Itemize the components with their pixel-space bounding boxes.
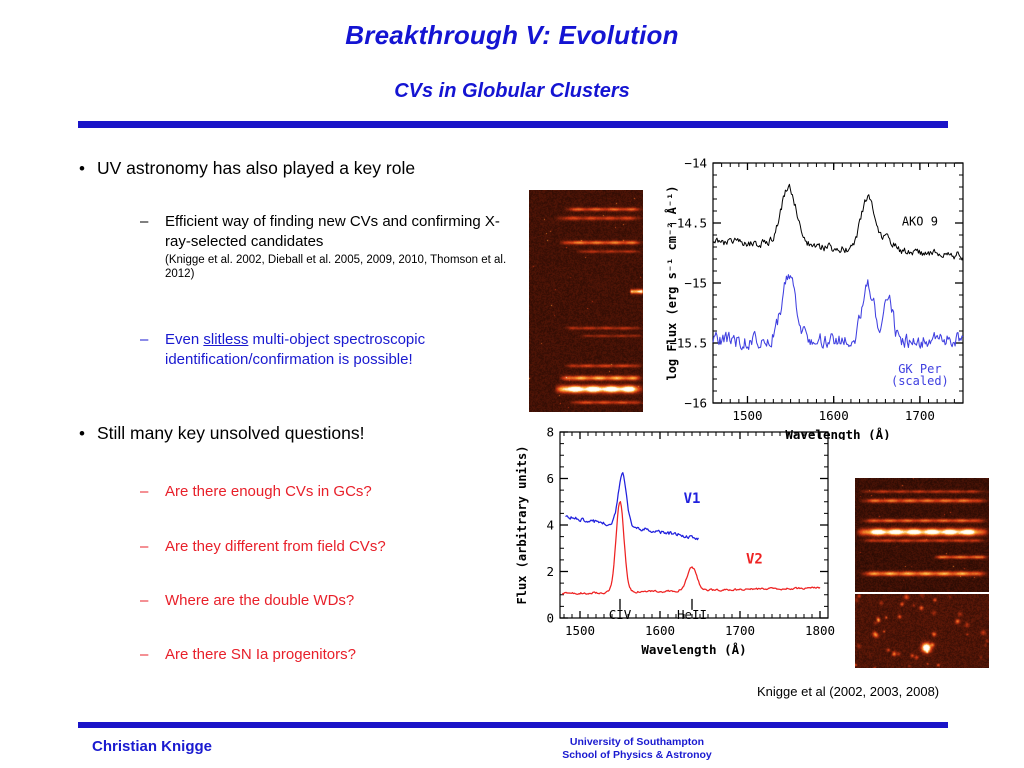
dash-marker: – xyxy=(140,538,149,555)
svg-text:Wavelength (Å): Wavelength (Å) xyxy=(785,427,890,440)
svg-text:2: 2 xyxy=(546,564,554,579)
dash-marker: – xyxy=(140,213,149,230)
question-item-2: – Are they different from field CVs? xyxy=(140,537,525,557)
svg-text:V1: V1 xyxy=(684,491,701,507)
svg-text:−14.5: −14.5 xyxy=(669,216,707,231)
bullet-unsolved-questions: • Still many key unsolved questions! xyxy=(79,423,527,445)
slitless-spectral-image-left xyxy=(529,190,643,412)
question-item-4: – Are there SN Ia progenitors? xyxy=(140,645,525,665)
svg-text:1700: 1700 xyxy=(905,408,935,423)
footer-divider xyxy=(78,722,948,728)
chart-v1-v2: 1500 1600 1700 1800 0 2 4 6 8 CIV HeII V1 V2 Waveleng… xyxy=(512,422,842,672)
bullet-marker: • xyxy=(79,424,85,443)
svg-text:AKO 9: AKO 9 xyxy=(902,214,938,228)
svg-text:Flux (arbitrary units): Flux (arbitrary units) xyxy=(515,446,529,605)
question-item-3-label: Where are the double WDs? xyxy=(165,592,355,609)
svg-text:6: 6 xyxy=(546,471,554,486)
chart-ako9-gkper: 1500 1600 1700 −14 −14.5 −15 −15.5 −16 AKO 9 GK P… xyxy=(660,148,980,440)
dash-marker: – xyxy=(140,331,149,348)
question-item-3: – Where are the double WDs? xyxy=(140,591,525,611)
question-item-4-label: Are there SN Ia progenitors? xyxy=(165,646,356,663)
svg-text:V2: V2 xyxy=(746,551,763,567)
subbullet-efficient-way: – Efficient way of finding new CVs and c… xyxy=(140,212,515,282)
svg-text:8: 8 xyxy=(546,425,554,440)
subbullet-efficient-way-label: Efficient way of finding new CVs and con… xyxy=(165,213,500,250)
question-item-1: – Are there enough CVs in GCs? xyxy=(140,482,525,502)
dash-marker: – xyxy=(140,646,149,663)
svg-text:1700: 1700 xyxy=(725,623,755,638)
dash-marker: – xyxy=(140,483,149,500)
svg-text:−16: −16 xyxy=(684,396,707,411)
dash-marker: – xyxy=(140,592,149,609)
svg-text:GK Per: GK Per xyxy=(898,362,941,376)
figure-credit: Knigge et al (2002, 2003, 2008) xyxy=(757,684,940,699)
subbullet-slitless-keyword: slitless xyxy=(203,331,249,348)
author-name: Christian Knigge xyxy=(92,738,213,755)
svg-text:CIV: CIV xyxy=(609,607,632,622)
svg-text:log Flux (erg s⁻¹ cm⁻² Å⁻¹): log Flux (erg s⁻¹ cm⁻² Å⁻¹) xyxy=(664,185,679,380)
direct-image-point-source xyxy=(855,594,989,668)
svg-text:−14: −14 xyxy=(684,156,707,171)
affiliation: University of Southampton School of Phys… xyxy=(0,736,1024,762)
svg-text:1800: 1800 xyxy=(805,623,835,638)
subbullet-slitless-post: multi-object spectroscopic identificatio… xyxy=(165,331,426,368)
bullet-uv-astronomy: • UV astronomy has also played a key rol… xyxy=(79,158,527,180)
svg-text:0: 0 xyxy=(546,611,554,626)
svg-text:(scaled): (scaled) xyxy=(891,374,949,388)
question-item-2-label: Are they different from field CVs? xyxy=(165,538,386,555)
svg-text:1600: 1600 xyxy=(645,623,675,638)
affiliation-line-1: University of Southampton xyxy=(569,736,705,748)
svg-text:Wavelength (Å): Wavelength (Å) xyxy=(641,642,746,657)
page-title: Breakthrough V: Evolution xyxy=(345,20,679,50)
bullet-uv-astronomy-label: UV astronomy has also played a key role xyxy=(97,158,416,178)
slitless-spectral-image-right xyxy=(855,478,989,592)
svg-text:4: 4 xyxy=(546,518,554,533)
svg-text:1500: 1500 xyxy=(732,408,762,423)
svg-text:−15.5: −15.5 xyxy=(669,336,707,351)
page-subtitle: CVs in Globular Clusters xyxy=(394,80,630,102)
svg-text:HeII: HeII xyxy=(677,607,707,622)
bullet-marker: • xyxy=(79,159,85,178)
citation-knigge-dieball-thomson: (Knigge et al. 2002, Dieball et al. 2005… xyxy=(165,254,507,281)
bullet-unsolved-questions-label: Still many key unsolved questions! xyxy=(97,423,365,443)
svg-text:1500: 1500 xyxy=(565,623,595,638)
subbullet-slitless: – Even slitless multi-object spectroscop… xyxy=(140,330,515,369)
svg-text:−15: −15 xyxy=(684,276,707,291)
header-divider xyxy=(78,121,948,128)
svg-text:1600: 1600 xyxy=(819,408,849,423)
subbullet-slitless-pre: Even xyxy=(165,331,204,348)
question-item-1-label: Are there enough CVs in GCs? xyxy=(165,483,372,500)
affiliation-line-2: School of Physics & Astronoy xyxy=(562,749,712,762)
